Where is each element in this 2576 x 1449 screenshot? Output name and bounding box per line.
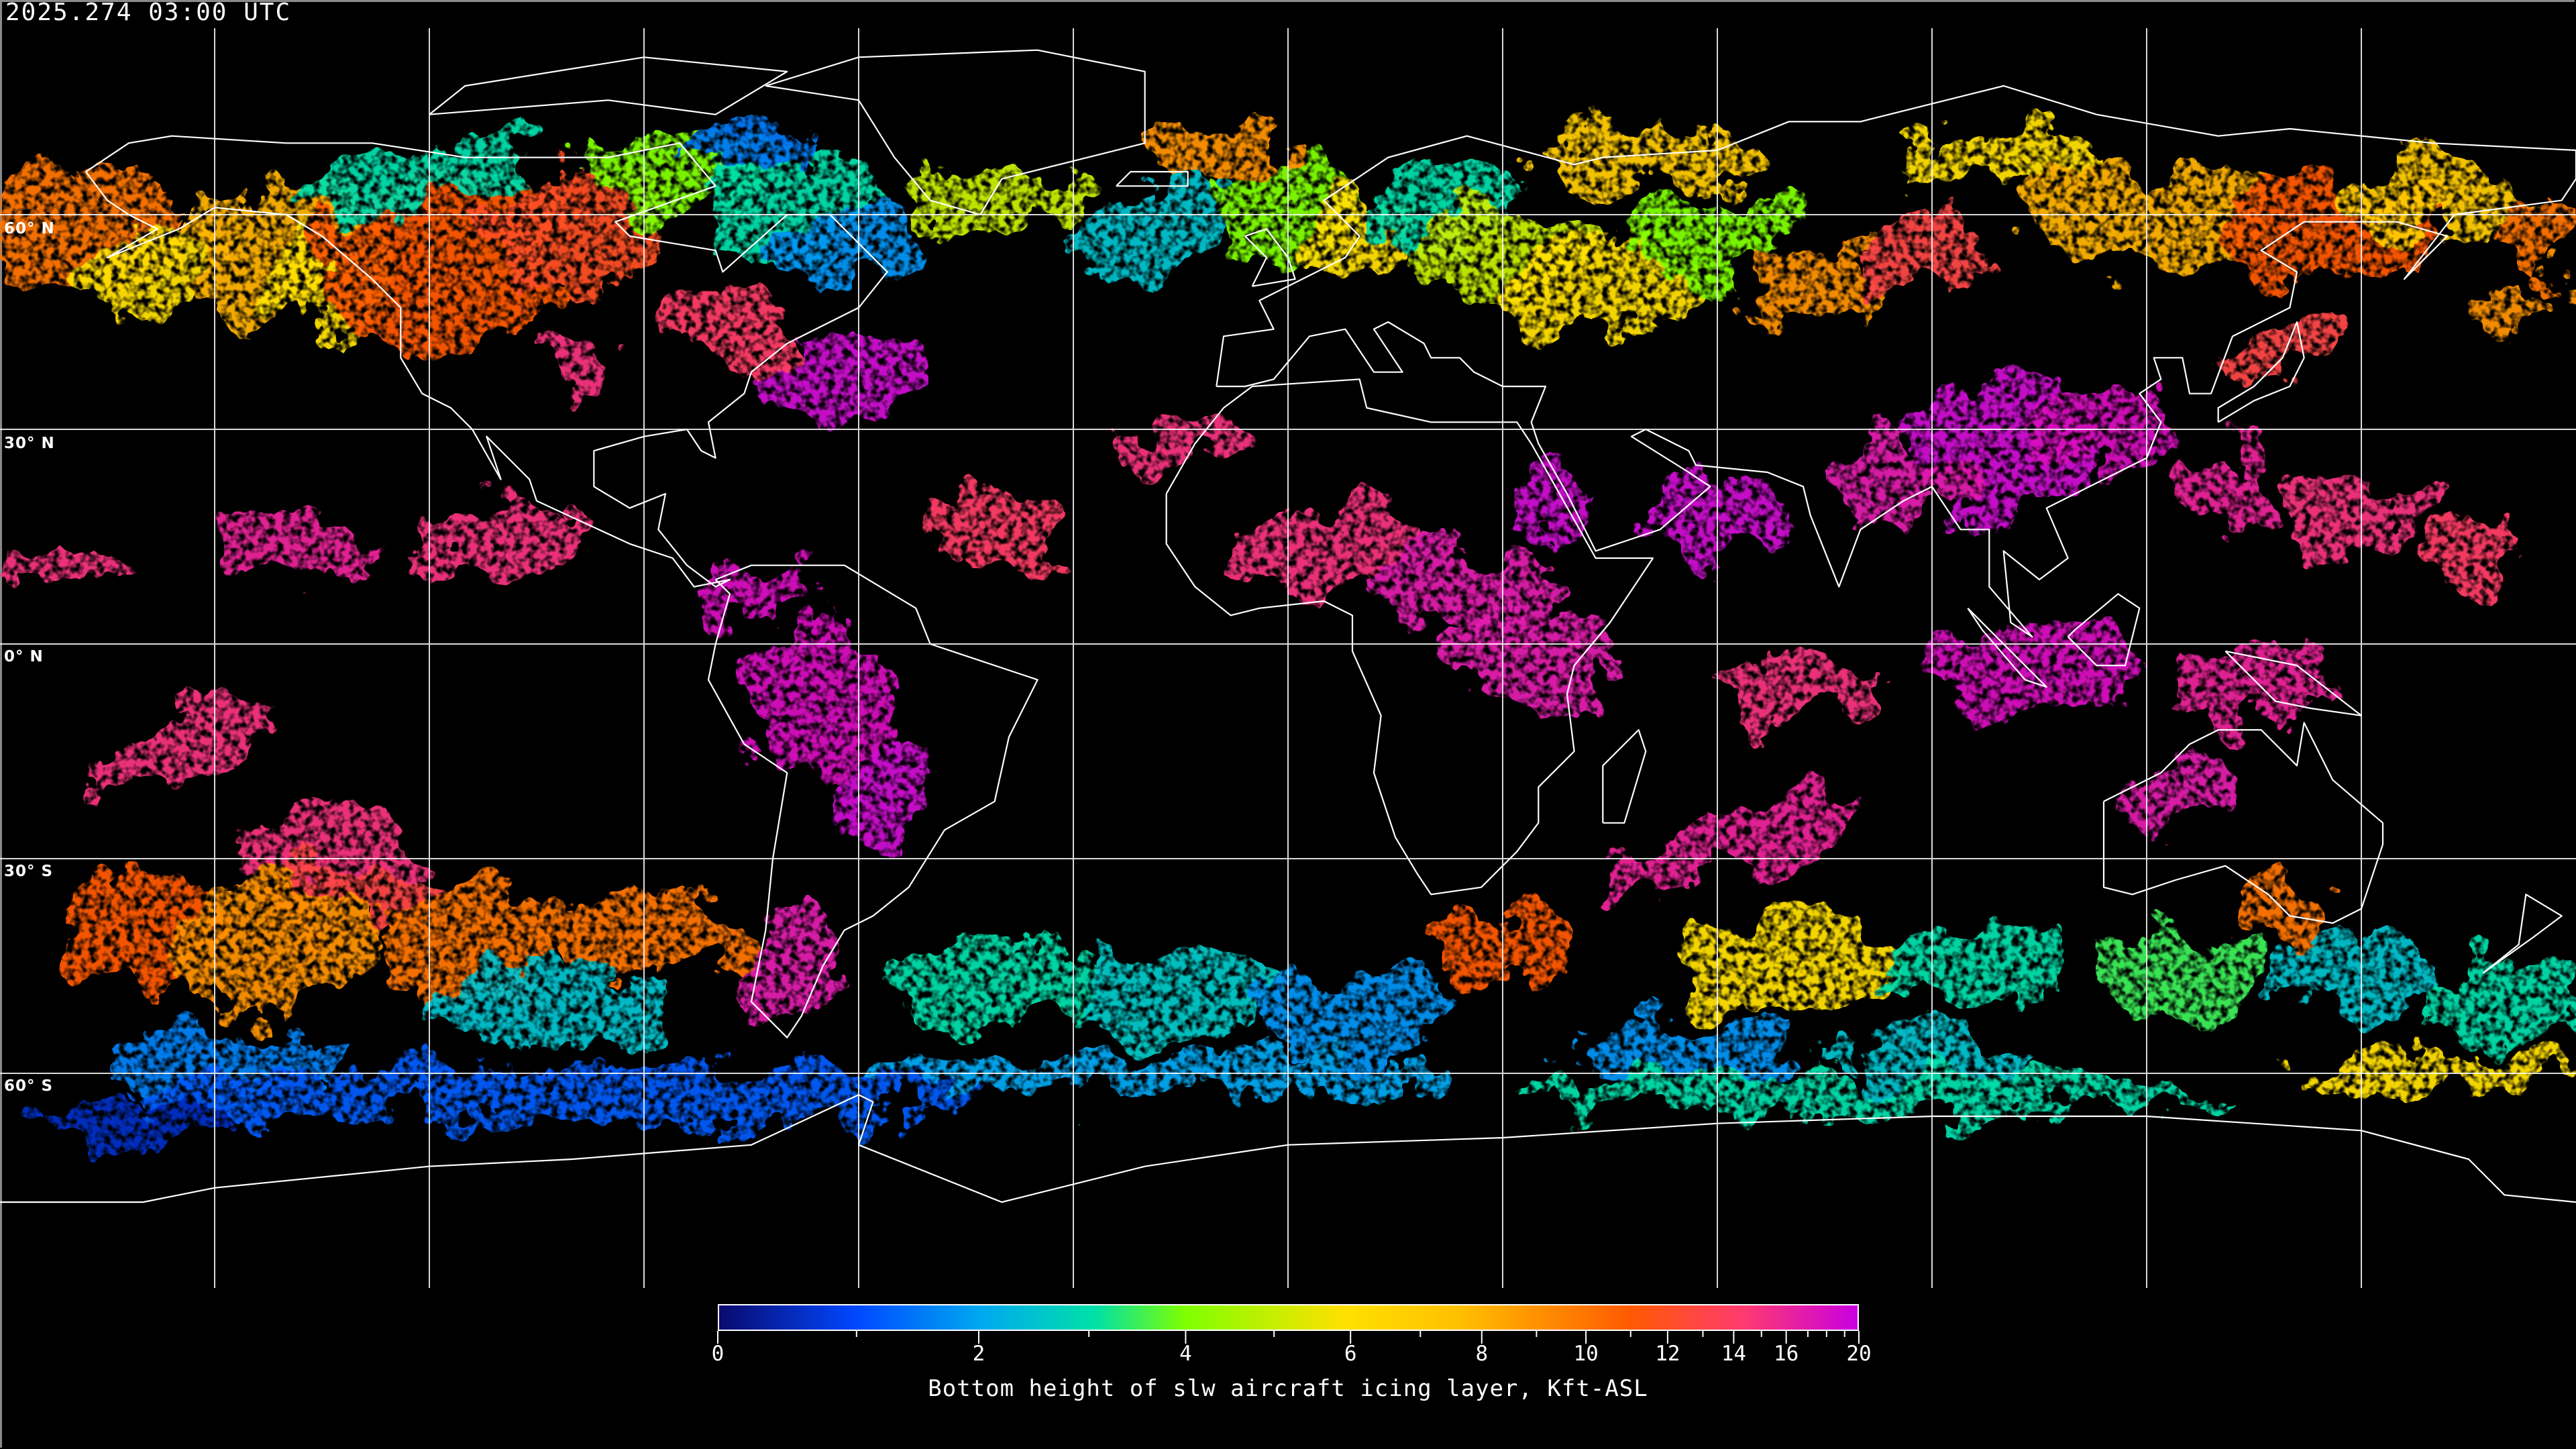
icing-cloud-region xyxy=(1939,629,2140,716)
colorbar-tick-label: 6 xyxy=(1344,1342,1357,1366)
icing-cloud-region xyxy=(1882,923,2054,1009)
lat-label-60n: 60° N xyxy=(4,220,55,237)
icing-cloud-region xyxy=(674,284,786,374)
icing-cloud-region xyxy=(2426,508,2512,580)
graticule xyxy=(0,28,2576,1288)
colorbar-tick-label: 0 xyxy=(711,1342,724,1366)
icing-cloud-region xyxy=(2125,751,2240,823)
colorbar-tick-label: 12 xyxy=(1655,1342,1680,1366)
icing-cloud-region xyxy=(1259,973,1460,1059)
lat-label-30s: 30° S xyxy=(4,863,54,880)
coastline-greenland xyxy=(765,49,1146,216)
icing-cloud-region xyxy=(2497,186,2576,272)
colorbar-tick-label: 2 xyxy=(972,1342,985,1366)
icing-cloud-region xyxy=(902,937,1102,1024)
icing-cloud-region xyxy=(2096,930,2269,1031)
icing-cloud-region xyxy=(72,227,214,317)
coastline-eurasia xyxy=(1216,85,2576,638)
icing-cloud-region xyxy=(2347,150,2519,236)
icing-cloud-region xyxy=(1452,608,1625,708)
icing-cloud-region xyxy=(1080,951,1281,1038)
icing-cloud-region xyxy=(302,138,528,219)
icing-cloud-region xyxy=(1567,1016,1796,1088)
colorbar-tick-label: 10 xyxy=(1573,1342,1599,1366)
icing-cloud-region xyxy=(2175,451,2261,523)
icing-cloud-region xyxy=(2236,308,2343,379)
icing-cloud-region xyxy=(1917,372,2090,515)
icing-cloud-region xyxy=(930,494,1074,566)
icing-cloud-region xyxy=(1503,1073,2218,1116)
coastline-iceland xyxy=(1116,170,1189,187)
coastline-north-america xyxy=(85,135,888,588)
icing-cloud-region xyxy=(1517,129,1775,186)
icing-cloud-region xyxy=(2432,959,2576,1045)
colorbar-tick-label: 8 xyxy=(1475,1342,1489,1366)
coastline-uk xyxy=(1244,228,1296,287)
icing-cloud-region xyxy=(1903,129,2104,186)
colorbar-tick-label: 20 xyxy=(1846,1342,1872,1366)
icing-cloud-region xyxy=(172,880,372,1009)
coastline-madagascar xyxy=(1602,729,1647,824)
lat-label-60s: 60° S xyxy=(4,1077,54,1095)
icing-cloud-region xyxy=(1674,916,1904,1016)
icing-cloud-region xyxy=(708,551,794,623)
icing-cloud-region xyxy=(1224,508,1424,580)
icing-cloud-region xyxy=(758,329,916,429)
coastline-sumatra xyxy=(1967,607,2047,688)
icing-cloud-region xyxy=(1753,250,1896,322)
icing-cloud-region xyxy=(200,515,372,573)
icing-cloud-region xyxy=(429,959,659,1045)
icing-cloud-region xyxy=(2275,472,2419,558)
coastline-arctic-islands xyxy=(429,56,788,115)
icing-cloud-region xyxy=(730,908,845,1024)
coastline-new-guinea xyxy=(2224,650,2363,716)
icing-cloud-region xyxy=(81,713,276,790)
icing-cloud-region xyxy=(1109,422,1252,466)
colorbar-title: Bottom height of slw aircraft icing laye… xyxy=(928,1375,1648,1402)
lat-label-30n: 30° N xyxy=(4,435,55,452)
world-map xyxy=(0,28,2576,1288)
icing-cloud-region xyxy=(143,1066,1002,1124)
icing-cloud-region xyxy=(1581,788,1882,900)
icing-cloud-region xyxy=(529,329,616,386)
icing-cloud-region xyxy=(842,745,932,857)
coastline-new-zealand xyxy=(2482,894,2563,974)
icing-cloud-region xyxy=(1517,458,1603,544)
timestamp-title: 2025.274 03:00 UTC xyxy=(5,0,292,26)
icing-cloud-region xyxy=(43,1102,244,1145)
coastline-australia xyxy=(2102,722,2384,924)
colorbar-tick-label: 4 xyxy=(1179,1342,1192,1366)
icing-cloud-region xyxy=(2468,273,2570,342)
icing-cloud-region xyxy=(1703,658,1875,716)
coastline-japan xyxy=(2217,321,2305,423)
lat-label-0n: 0° N xyxy=(4,648,44,665)
icing-cloud-region xyxy=(916,164,1088,236)
icing-cloud-region xyxy=(0,551,144,594)
icing-cloud-region xyxy=(1065,176,1225,282)
icing-cloud-region xyxy=(1366,551,1567,623)
coastline-borneo xyxy=(2067,593,2141,667)
colorbar-tick-label: 16 xyxy=(1773,1342,1799,1366)
colorbar-tick-label: 14 xyxy=(1721,1342,1747,1366)
icing-cloud-region xyxy=(1839,443,1954,530)
icing-cloud-region xyxy=(1144,129,1289,186)
icing-cloud-region xyxy=(680,121,823,165)
coastline-africa xyxy=(1165,378,1654,896)
icing-cloud-region xyxy=(415,508,587,580)
colorbar xyxy=(718,1304,1859,1331)
